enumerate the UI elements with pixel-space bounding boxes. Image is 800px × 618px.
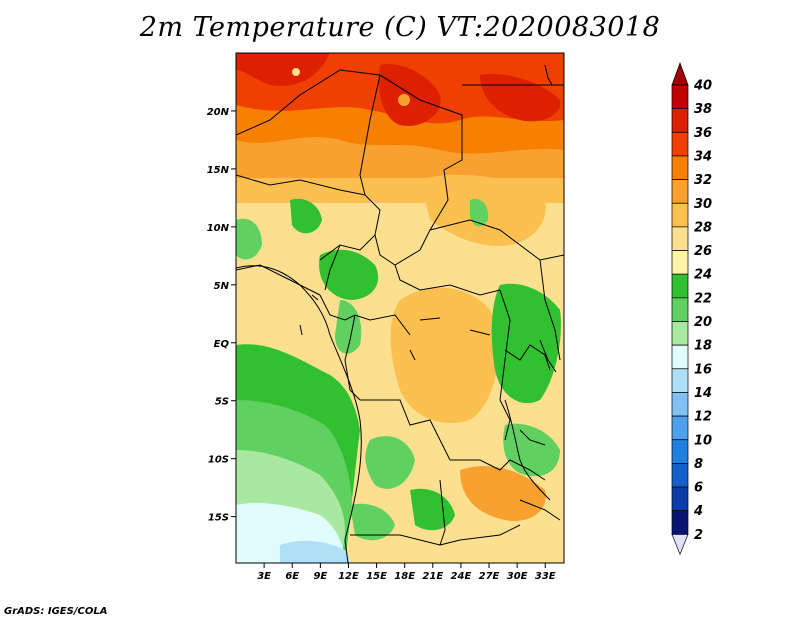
map-frame [235, 52, 565, 564]
colorbar-label: 30 [694, 197, 712, 212]
colorbar-swatch [671, 486, 689, 512]
lat-tick-label: EQ [214, 339, 230, 350]
lon-tick-label: 30E [507, 571, 528, 582]
colorbar-label: 36 [694, 126, 712, 141]
lon-tick-label: 6E [285, 571, 299, 582]
colorbar-label: 12 [694, 410, 712, 425]
colorbar-swatch [671, 84, 689, 109]
colorbar-label: 40 [693, 79, 712, 94]
colorbar-label: 10 [694, 433, 712, 448]
map-title: 2m Temperature (C) VT:2020083018 [139, 12, 661, 43]
colorbar-swatch [671, 463, 689, 488]
lat-tick-label: 15S [208, 513, 229, 524]
colorbar-swatch [671, 510, 689, 535]
lon-tick-label: 24E [451, 571, 472, 582]
color-bar: 40 38 36 34 32 30 28 26 24 22 20 18 16 14 12 10 8 6 4 2 [671, 61, 712, 556]
lat-tick-label: 15N [207, 165, 230, 176]
lat-tick-label: 5S [215, 397, 229, 408]
colorbar-swatch [671, 415, 689, 441]
colorbar-label: 28 [694, 220, 712, 235]
colorbar-label: 6 [694, 481, 703, 496]
colorbar-swatch [671, 155, 689, 180]
colorbar-label: 22 [694, 291, 712, 306]
colorbar-swatch [671, 273, 689, 299]
colorbar-label: 4 [693, 504, 703, 519]
temperature-field [236, 53, 564, 563]
colorbar-label: 32 [694, 173, 712, 188]
longitude-axis: 3E 6E 9E 12E 15E 18E 21E 24E 27E 30E 33E [257, 563, 556, 582]
lon-tick-label: 27E [479, 571, 500, 582]
colorbar-bottom-arrow [671, 533, 689, 556]
colorbar-swatch [671, 344, 689, 370]
lon-tick-label: 12E [338, 571, 359, 582]
colorbar-label: 26 [694, 244, 712, 259]
lon-tick-label: 18E [394, 571, 415, 582]
colorbar-label: 14 [694, 386, 712, 401]
colorbar-swatch [671, 321, 689, 346]
colorbar-swatch [671, 202, 689, 228]
country-borders [236, 64, 564, 563]
lat-tick-label: 10N [207, 223, 230, 234]
colorbar-label: 18 [694, 339, 712, 354]
lon-tick-label: 3E [257, 571, 271, 582]
lon-tick-label: 9E [313, 571, 327, 582]
lat-tick-label: 10S [208, 455, 229, 466]
lat-tick-label: 20N [207, 107, 230, 118]
lat-tick-label: 5N [214, 281, 230, 292]
colorbar-swatch [671, 368, 689, 393]
colorbar-swatch [671, 108, 689, 133]
latitude-axis: 20N 15N 10N 5N EQ 5S 10S 15S [207, 107, 236, 524]
lon-tick-label: 21E [422, 571, 443, 582]
colorbar-swatch [671, 179, 689, 204]
colorbar-swatch [671, 250, 689, 275]
colorbar-swatch [671, 226, 689, 251]
colorbar-top-arrow [671, 61, 689, 86]
colorbar-swatch [671, 297, 689, 322]
colorbar-label: 16 [694, 362, 712, 377]
colorbar-swatch [671, 392, 689, 417]
colorbar-label: 34 [694, 149, 712, 164]
lon-tick-label: 15E [366, 571, 387, 582]
colorbar-label: 24 [694, 268, 712, 283]
colorbar-label: 2 [694, 528, 703, 543]
colorbar-label: 20 [694, 315, 712, 330]
lon-tick-label: 33E [535, 571, 556, 582]
colorbar-label: 38 [694, 102, 712, 117]
colorbar-label: 8 [694, 457, 703, 472]
grads-credit: GrADS: IGES/COLA [4, 606, 107, 617]
colorbar-swatch [671, 131, 689, 157]
colorbar-swatch [671, 439, 689, 464]
